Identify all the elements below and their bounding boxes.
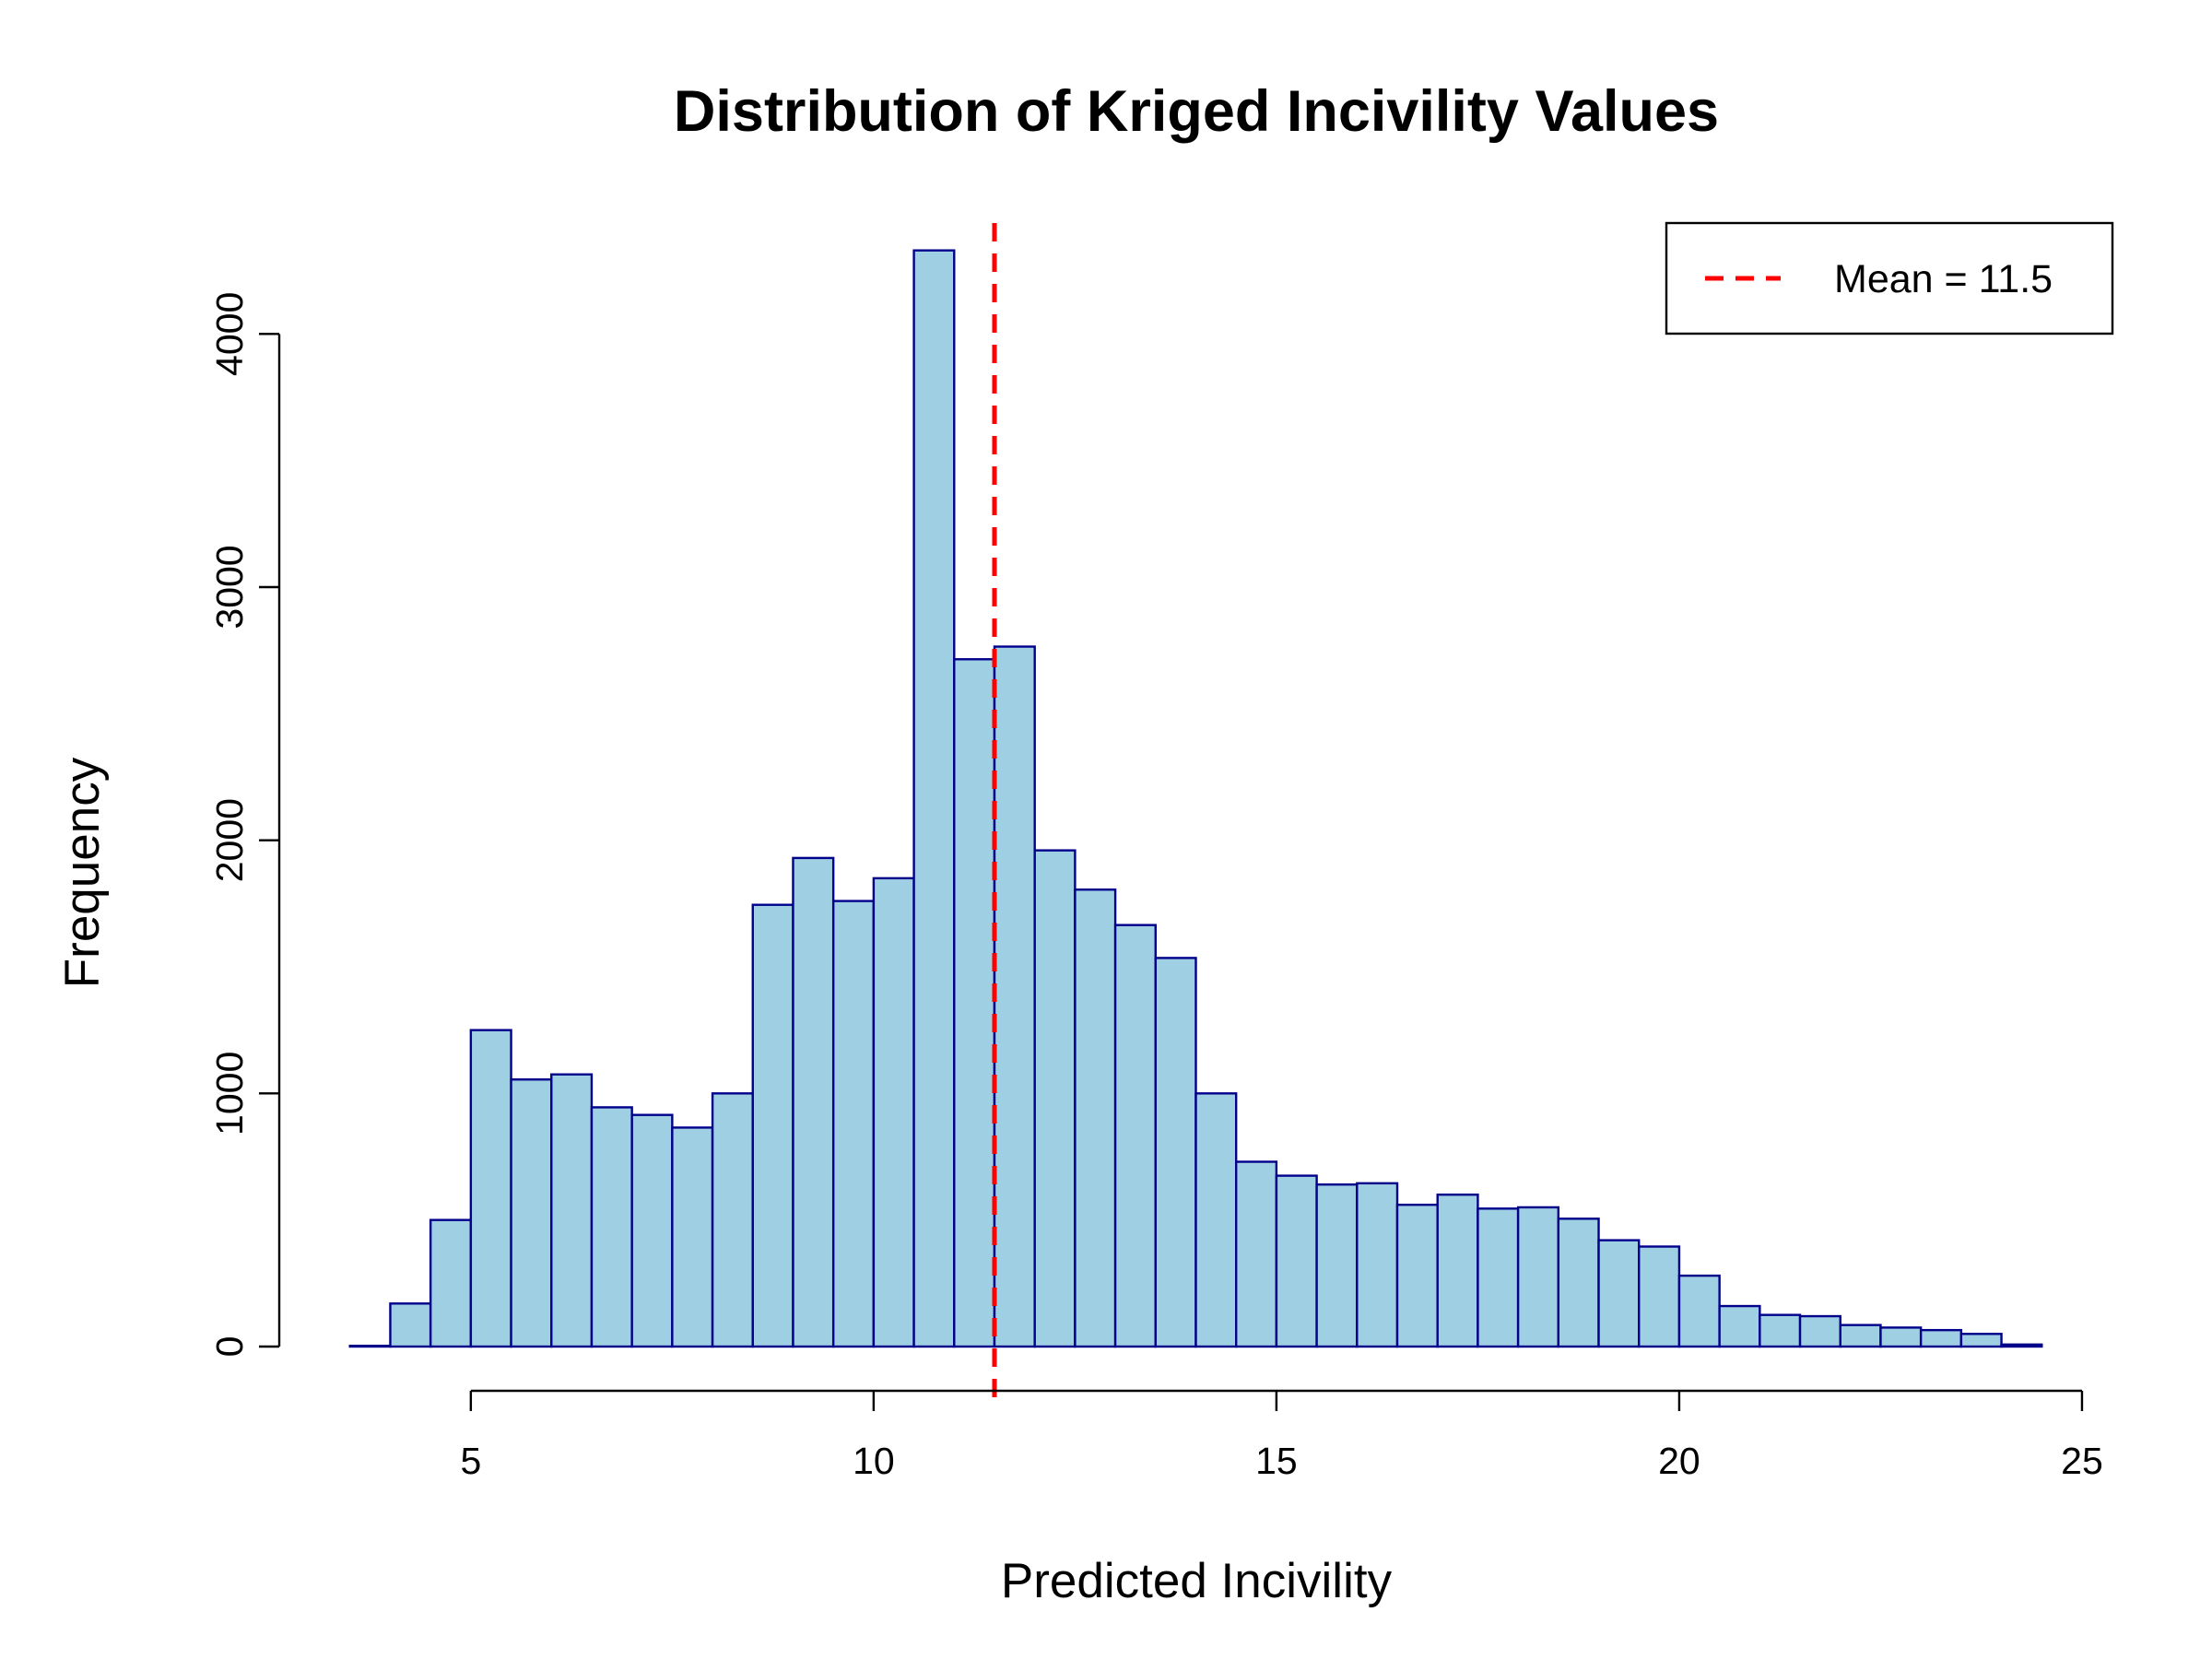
y-tick-label: 2000 [208,798,251,882]
histogram-bar [872,877,915,1348]
histogram-bar [1074,888,1117,1348]
legend: Mean = 11.5 [1665,221,2114,335]
histogram-bar [1356,1182,1399,1348]
histogram-bar [1798,1314,1841,1348]
histogram-bar [1879,1326,1923,1348]
histogram-bar [792,856,835,1348]
x-tick-label: 5 [460,1440,481,1482]
histogram-bar [1959,1333,2003,1348]
histogram-bar [1638,1245,1681,1348]
x-tick-label: 15 [1255,1440,1298,1482]
histogram-bar [1154,957,1197,1348]
x-tick-label: 10 [853,1440,895,1482]
histogram-bar [1315,1183,1359,1348]
histogram-bar [751,903,794,1348]
histogram-bar [1677,1274,1721,1348]
histogram-bar [1234,1160,1278,1348]
histogram-bar [953,658,996,1348]
histogram-bar [671,1126,714,1348]
x-tick-label: 20 [1658,1440,1700,1482]
y-axis-label: Frequency [55,757,110,988]
histogram-bar [630,1113,674,1348]
chart-title: Distribution of Kriged Incivility Values [674,79,1719,144]
histogram-bar [2000,1343,2043,1348]
histogram-bar [590,1106,633,1348]
y-axis: 0 1000 2000 3000 4000 [208,292,281,1358]
histogram-bar [1436,1193,1479,1348]
histogram-bar [711,1092,754,1348]
x-axis-label: Predicted Incivility [1001,1554,1393,1608]
histogram-bar [1597,1239,1641,1348]
y-tick-label: 1000 [208,1052,251,1135]
x-axis: 5 10 15 20 25 [460,1389,2103,1482]
histogram-bar [1395,1203,1439,1348]
histogram-bar [1919,1328,1963,1348]
histogram-bar [831,900,876,1348]
histogram-bar [1839,1324,1882,1348]
legend-label: Mean = 11.5 [1834,257,2053,301]
y-tick-label: 0 [208,1336,251,1358]
histogram-bar [993,645,1036,1348]
histogram-bar [1113,924,1157,1348]
histogram-bar [1718,1304,1761,1348]
histogram-bar [1557,1218,1600,1348]
histogram-bar [348,1344,392,1348]
y-tick-label: 3000 [208,545,251,629]
bars-group [348,249,2043,1348]
histogram-bar [1759,1313,1802,1348]
histogram-bar [510,1078,553,1348]
histogram-bar [429,1218,473,1348]
histogram-bar [1275,1174,1318,1348]
histogram-bar [550,1073,594,1348]
histogram-bar [389,1302,432,1348]
histogram-bar [469,1029,512,1348]
histogram-bar [1194,1092,1238,1348]
histogram-bar [912,249,956,1348]
x-tick-label: 25 [2061,1440,2103,1482]
histogram-bar [1033,849,1077,1348]
histogram-bar [1516,1206,1560,1348]
y-tick-label: 4000 [208,292,251,376]
histogram-bar [1477,1207,1520,1348]
